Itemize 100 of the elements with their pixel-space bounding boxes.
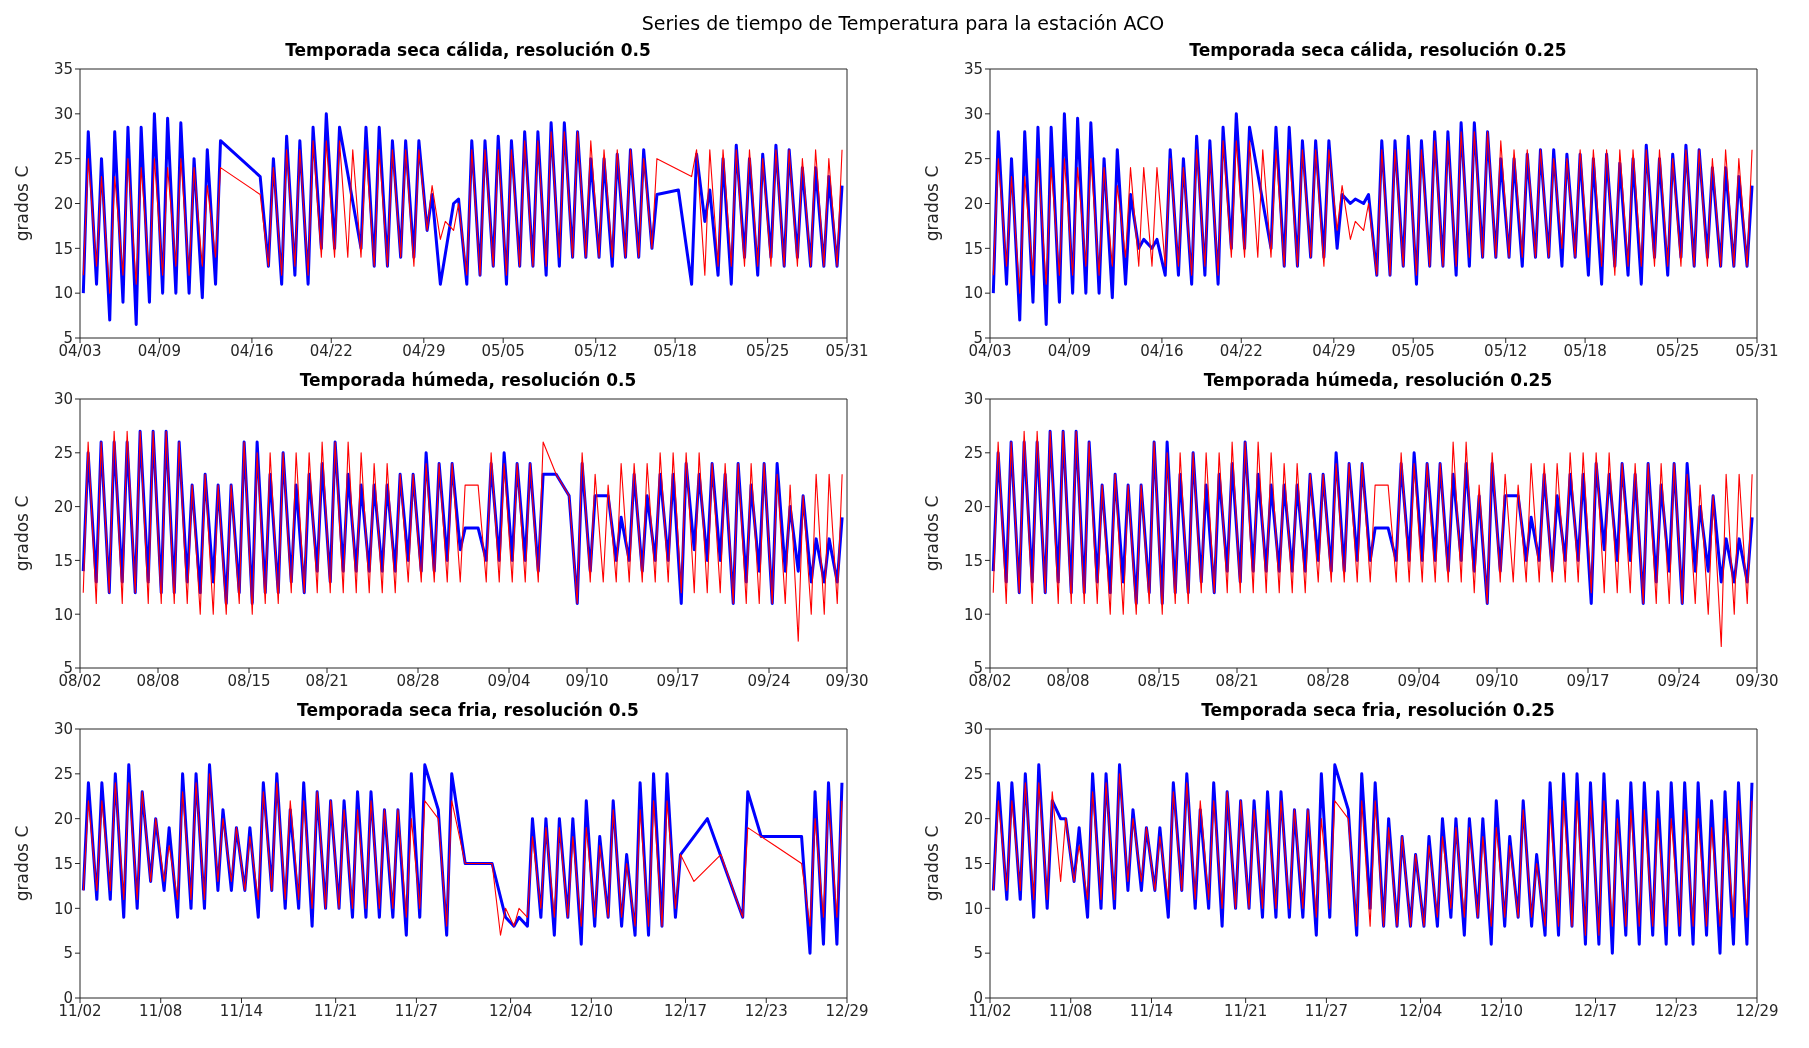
x-tick-label: 05/25 [746, 341, 790, 360]
y-tick-label: 25 [53, 149, 73, 168]
x-tick-label: 09/30 [825, 671, 869, 690]
x-tick-label: 05/31 [1735, 341, 1779, 360]
x-tick-label: 12/04 [1398, 1001, 1443, 1020]
x-tick-label: 05/18 [653, 341, 697, 360]
y-tick-label: 10 [53, 605, 73, 624]
text: Series de tiempo de Temperatura para la estación ACO [640, 11, 1166, 36]
x-tick-label: 04/09 [137, 341, 181, 360]
x-tick-label: 12/10 [1479, 1001, 1523, 1020]
y-tick-label: 20 [963, 809, 983, 828]
y-axis-title: grados C [12, 825, 33, 902]
y-tick-label: 20 [53, 809, 73, 828]
y-tick-label: 30 [963, 105, 983, 124]
x-tick-label: 09/04 [487, 671, 531, 690]
y-tick-label: 25 [963, 765, 983, 784]
x-tick-label: 04/22 [309, 341, 353, 360]
x-tick-label: 04/09 [1047, 341, 1091, 360]
y-tick-label: 25 [53, 765, 73, 784]
x-tick-label: 05/31 [825, 341, 869, 360]
x-tick-label: 04/16 [230, 341, 274, 360]
y-tick-label: 5 [63, 944, 73, 963]
x-tick-label: 12/29 [825, 1001, 869, 1020]
x-tick-label: 09/17 [656, 671, 700, 690]
y-tick-label: 20 [53, 194, 73, 213]
y-axis-title: grados C [12, 165, 33, 242]
x-tick-label: 12/23 [1654, 1001, 1698, 1020]
x-tick-label: 05/05 [481, 341, 525, 360]
y-tick-label: 10 [963, 284, 983, 303]
x-tick-label: 04/29 [402, 341, 446, 360]
y-axis-title: grados C [922, 825, 943, 902]
chart-title: Temporada seca cálida, resolución 0.25 [1188, 40, 1568, 62]
x-tick-label: 09/04 [1397, 671, 1441, 690]
x-tick-label: 04/29 [1312, 341, 1356, 360]
x-tick-label: 11/21 [314, 1001, 358, 1020]
x-tick-label: 11/21 [1224, 1001, 1268, 1020]
x-tick-label: 05/18 [1563, 341, 1607, 360]
x-tick-label: 09/10 [1475, 671, 1519, 690]
y-tick-label: 30 [53, 390, 73, 409]
x-tick-label: 08/28 [396, 671, 440, 690]
x-tick-label: 12/04 [488, 1001, 533, 1020]
y-tick-label: 10 [963, 605, 983, 624]
chart-title: Temporada seca cálida, resolución 0.5 [284, 40, 652, 62]
y-tick-label: 30 [963, 720, 983, 739]
chart-title: Temporada seca fria, resolución 0.25 [1200, 700, 1556, 722]
x-tick-label: 12/17 [663, 1001, 708, 1020]
x-tick-label: 11/14 [219, 1001, 264, 1020]
x-tick-label: 11/27 [1304, 1001, 1349, 1020]
y-tick-label: 10 [53, 899, 73, 918]
y-tick-label: 30 [963, 390, 983, 409]
y-tick-label: 15 [963, 551, 983, 570]
x-tick-label: 05/25 [1656, 341, 1700, 360]
x-tick-label: 09/24 [1657, 671, 1701, 690]
x-tick-label: 09/30 [1735, 671, 1779, 690]
y-tick-label: 20 [963, 497, 983, 516]
x-tick-label: 11/14 [1129, 1001, 1174, 1020]
chart-title: Temporada húmeda, resolución 0.5 [298, 370, 638, 392]
x-tick-label: 12/23 [744, 1001, 788, 1020]
y-tick-label: 15 [53, 551, 73, 570]
x-tick-label: 12/17 [1573, 1001, 1618, 1020]
x-tick-label: 09/24 [747, 671, 791, 690]
x-tick-label: 05/12 [1484, 341, 1528, 360]
x-tick-label: 04/22 [1219, 341, 1263, 360]
x-tick-label: 05/12 [574, 341, 618, 360]
y-tick-label: 30 [53, 105, 73, 124]
y-tick-label: 35 [53, 60, 73, 79]
y-tick-label: 25 [963, 149, 983, 168]
x-tick-label: 09/17 [1566, 671, 1610, 690]
y-tick-label: 10 [963, 899, 983, 918]
y-axis-title: grados C [12, 495, 33, 572]
x-tick-label: 12/10 [569, 1001, 613, 1020]
chart-title: Temporada húmeda, resolución 0.25 [1202, 370, 1554, 392]
x-tick-label: 08/15 [227, 671, 271, 690]
y-axis-title: grados C [922, 165, 943, 242]
y-tick-label: 30 [53, 720, 73, 739]
y-tick-label: 20 [53, 497, 73, 516]
x-tick-label: 12/29 [1735, 1001, 1779, 1020]
x-tick-label: 08/21 [305, 671, 349, 690]
x-tick-label: 09/10 [565, 671, 609, 690]
y-tick-label: 20 [963, 194, 983, 213]
y-tick-label: 10 [53, 284, 73, 303]
x-tick-label: 08/28 [1306, 671, 1350, 690]
y-tick-label: 5 [973, 944, 983, 963]
y-tick-label: 15 [53, 854, 73, 873]
x-tick-label: 08/08 [136, 671, 180, 690]
y-axis-title: grados C [922, 495, 943, 572]
x-tick-label: 05/05 [1391, 341, 1435, 360]
y-tick-label: 25 [963, 444, 983, 463]
y-tick-label: 15 [963, 239, 983, 258]
x-tick-label: 08/21 [1215, 671, 1259, 690]
y-tick-label: 35 [963, 60, 983, 79]
x-tick-label: 08/08 [1046, 671, 1090, 690]
x-tick-label: 11/08 [1049, 1001, 1093, 1020]
y-tick-label: 15 [963, 854, 983, 873]
x-tick-label: 04/16 [1140, 341, 1184, 360]
x-tick-label: 11/08 [139, 1001, 183, 1020]
chart-title: Temporada seca fria, resolución 0.5 [296, 700, 640, 722]
y-tick-label: 15 [53, 239, 73, 258]
x-tick-label: 08/15 [1137, 671, 1181, 690]
y-tick-label: 25 [53, 444, 73, 463]
